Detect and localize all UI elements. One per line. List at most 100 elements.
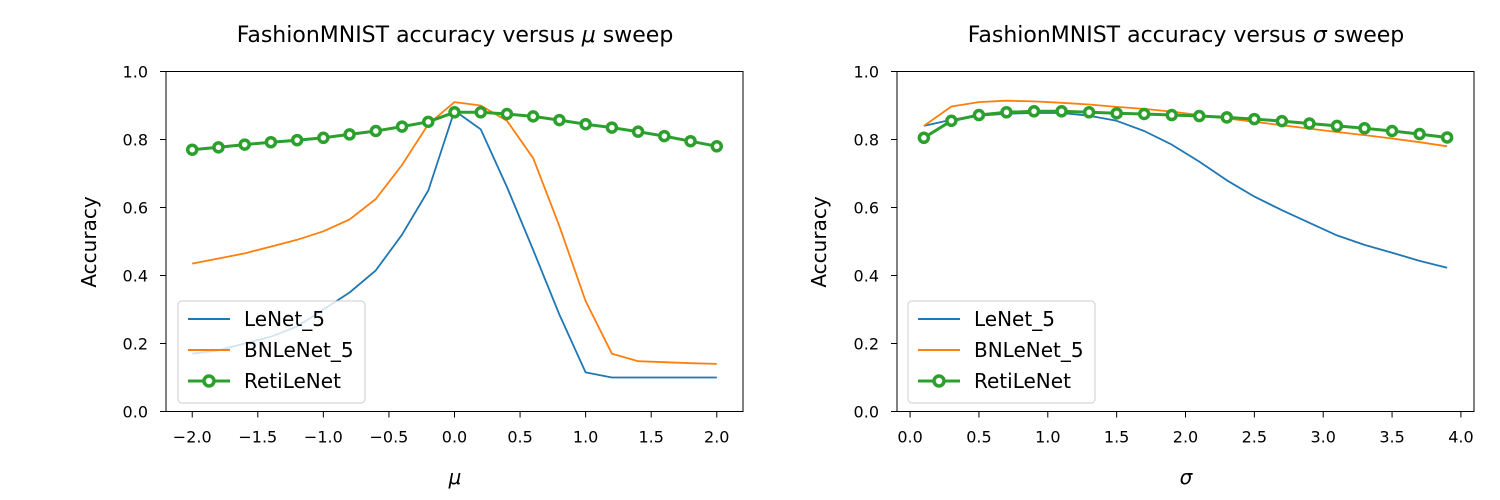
data-point-retilenet: [631, 125, 645, 138]
data-point-retilenet: [945, 114, 958, 128]
data-point-retilenet: [684, 134, 697, 148]
y-ticks: 0.0 0.2 0.4 0.6 0.8 1.0: [123, 63, 166, 422]
plot-series: [917, 99, 1454, 269]
legend: LeNet_5 BNLeNet_5 RetiLeNet: [177, 300, 366, 404]
data-point-retilenet: [500, 107, 514, 121]
x-tick-label: 2.5: [1242, 428, 1267, 447]
x-tick-label: 2.0: [1173, 428, 1198, 447]
data-point-retilenet: [1248, 112, 1261, 126]
data-point-retilenet: [264, 135, 278, 149]
legend-label-retilenet: RetiLeNet: [244, 369, 341, 393]
x-ticks: 0.0 0.5 1.0 1.5 2.0 2.5 3.0 3.5 4.0: [897, 411, 1474, 447]
x-tick-label: 0.5: [507, 428, 532, 447]
data-point-retilenet: [1000, 106, 1013, 119]
chart-title: FashionMNIST accuracy versus μ sweep: [237, 23, 674, 48]
chart-title: FashionMNIST accuracy versus σ sweep: [968, 23, 1405, 48]
data-point-retilenet: [1330, 119, 1344, 133]
data-point-retilenet: [422, 115, 435, 129]
legend-label-bnlenet5: BNLeNet_5: [244, 338, 354, 362]
y-axis-label: Accuracy: [807, 196, 831, 287]
data-point-retilenet: [1413, 127, 1426, 141]
data-point-retilenet: [1055, 105, 1068, 118]
data-point-retilenet: [317, 131, 330, 145]
y-axis-label: Accuracy: [77, 196, 101, 287]
y-tick-label: 0.0: [123, 403, 148, 422]
y-tick-label: 0.0: [854, 403, 879, 422]
data-point-retilenet: [917, 131, 931, 145]
legend-label-lenet5: LeNet_5: [244, 307, 325, 331]
x-tick-label: 3.0: [1310, 428, 1335, 447]
y-tick-label: 0.4: [854, 267, 879, 286]
data-point-retilenet: [1358, 122, 1371, 135]
plot-series: [185, 101, 724, 379]
y-tick-label: 0.8: [854, 131, 879, 150]
data-point-retilenet: [658, 129, 671, 143]
x-tick-label: 2.0: [704, 428, 729, 447]
data-point-retilenet: [1082, 106, 1096, 119]
data-point-retilenet: [710, 140, 724, 153]
data-point-retilenet: [1193, 109, 1206, 123]
data-point-retilenet: [553, 113, 566, 127]
data-point-retilenet: [972, 108, 986, 122]
y-ticks: 0.0 0.2 0.4 0.6 0.8 1.0: [854, 63, 897, 422]
data-point-retilenet: [579, 117, 592, 131]
data-point-retilenet: [1303, 117, 1316, 130]
data-point-retilenet: [1027, 105, 1041, 118]
data-point-retilenet: [369, 124, 383, 138]
data-point-retilenet: [474, 106, 487, 119]
x-tick-label: 1.5: [1104, 428, 1129, 447]
data-point-retilenet: [1165, 108, 1178, 122]
data-point-retilenet: [185, 143, 199, 156]
y-tick-label: 0.8: [123, 131, 148, 150]
x-axis-label: σ: [1180, 465, 1194, 489]
data-point-retilenet: [290, 133, 304, 147]
x-tick-label: −1.0: [304, 428, 343, 447]
x-axis-label: μ: [448, 465, 462, 489]
x-tick-label: 3.5: [1379, 428, 1404, 447]
y-tick-label: 0.4: [123, 267, 148, 286]
y-tick-label: 1.0: [123, 63, 148, 82]
legend-label-retilenet: RetiLeNet: [974, 369, 1071, 393]
series-line-bnlenet5: [923, 99, 1448, 148]
x-tick-label: 1.0: [573, 428, 598, 447]
legend-frame: [177, 300, 366, 404]
data-point-retilenet: [238, 138, 251, 151]
data-point-retilenet: [1385, 124, 1399, 138]
y-tick-label: 0.2: [854, 335, 879, 354]
data-point-retilenet: [395, 120, 409, 133]
legend: LeNet_5 BNLeNet_5 RetiLeNet: [907, 300, 1096, 404]
x-tick-label: 4.0: [1448, 428, 1473, 447]
data-point-retilenet: [448, 106, 461, 119]
data-point-retilenet: [1110, 107, 1123, 120]
x-tick-label: 0.0: [442, 428, 467, 447]
legend-label-lenet5: LeNet_5: [974, 307, 1055, 331]
x-tick-label: 1.0: [1035, 428, 1060, 447]
legend-marker-retilenet: [932, 374, 946, 388]
x-tick-label: 1.5: [638, 428, 663, 447]
series-line-bnlenet5: [192, 101, 717, 365]
plot-frame: [896, 71, 1475, 412]
legend-frame: [907, 300, 1096, 404]
x-tick-label: −2.0: [173, 428, 212, 447]
legend-label-bnlenet5: BNLeNet_5: [974, 338, 1084, 362]
y-tick-label: 0.6: [854, 199, 879, 218]
chart-panel-mu: FashionMNIST accuracy versus μ sweep −2.…: [77, 23, 744, 489]
y-tick-label: 0.2: [123, 335, 148, 354]
data-point-retilenet: [1275, 114, 1289, 128]
y-tick-label: 0.6: [123, 199, 148, 218]
x-tick-label: −1.5: [238, 428, 277, 447]
x-ticks: −2.0 −1.5 −1.0 −0.5 0.0 0.5 1.0 1.5 2.0: [173, 411, 729, 447]
data-point-retilenet: [605, 121, 619, 134]
x-tick-label: 0.0: [897, 428, 922, 447]
data-point-retilenet: [526, 110, 540, 123]
chart-panel-sigma: FashionMNIST accuracy versus σ sweep 0.0…: [807, 23, 1475, 489]
data-point-retilenet: [343, 128, 356, 141]
data-point-retilenet: [212, 141, 225, 154]
data-point-retilenet: [1440, 131, 1454, 144]
legend-marker-retilenet: [202, 374, 216, 388]
plot-frame: [165, 71, 744, 412]
x-tick-label: −0.5: [370, 428, 409, 447]
y-tick-label: 1.0: [854, 63, 879, 82]
x-tick-label: 0.5: [966, 428, 991, 447]
